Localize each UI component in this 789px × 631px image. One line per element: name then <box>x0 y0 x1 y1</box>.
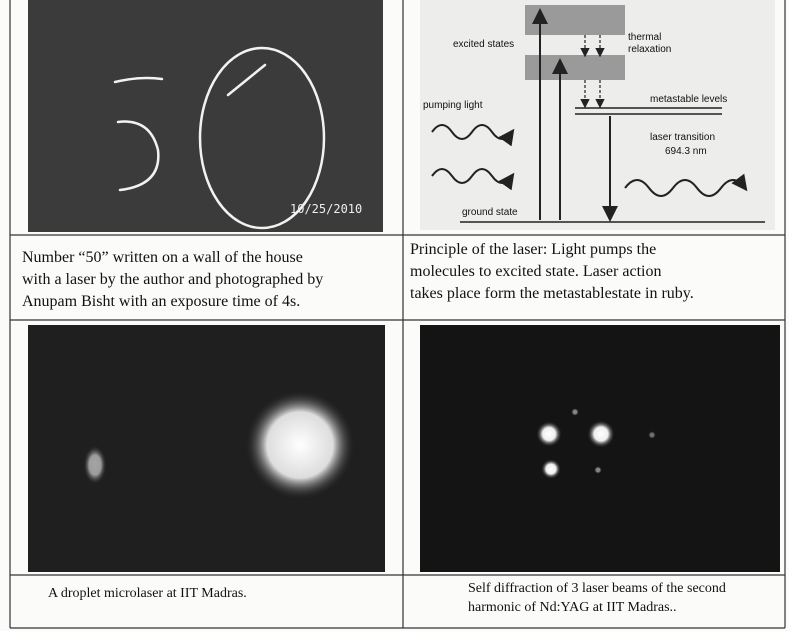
diagram-label: pumping light <box>423 100 483 111</box>
caption-line: A droplet microlaser at IIT Madras. <box>48 586 247 601</box>
photo-fifty: 10/25/2010 <box>28 0 383 232</box>
diagram-label: thermal <box>628 32 661 43</box>
diagram-label: excited states <box>453 39 514 50</box>
caption-line: molecules to excited state. Laser action <box>410 263 661 280</box>
caption-line: Principle of the laser: Light pumps the <box>410 241 656 258</box>
photo-diffraction <box>420 325 780 572</box>
page: 10/25/2010 Number “50” written on a wall… <box>0 0 789 631</box>
caption-line: Number “50” written on a wall of the hou… <box>22 249 303 266</box>
caption-line: takes place form the metastablestate in … <box>410 285 694 302</box>
laser-diagram: excited states thermal relaxation pumpin… <box>420 0 775 230</box>
timestamp: 10/25/2010 <box>290 202 362 216</box>
caption-line: Self diffraction of 3 laser beams of the… <box>468 581 726 596</box>
diagram-label: relaxation <box>628 44 671 55</box>
diagram-label: laser transition <box>650 132 715 143</box>
caption-line: harmonic of Nd:YAG at IIT Madras.. <box>468 600 677 615</box>
caption-line: Anupam Bisht with an exposure time of 4s… <box>22 293 300 310</box>
caption-line: with a laser by the author and photograp… <box>22 271 323 288</box>
diagram-label: 694.3 nm <box>665 146 707 157</box>
diagram-label: ground state <box>462 207 518 218</box>
photo-microlaser <box>28 325 385 572</box>
diagram-label: metastable levels <box>650 94 727 105</box>
